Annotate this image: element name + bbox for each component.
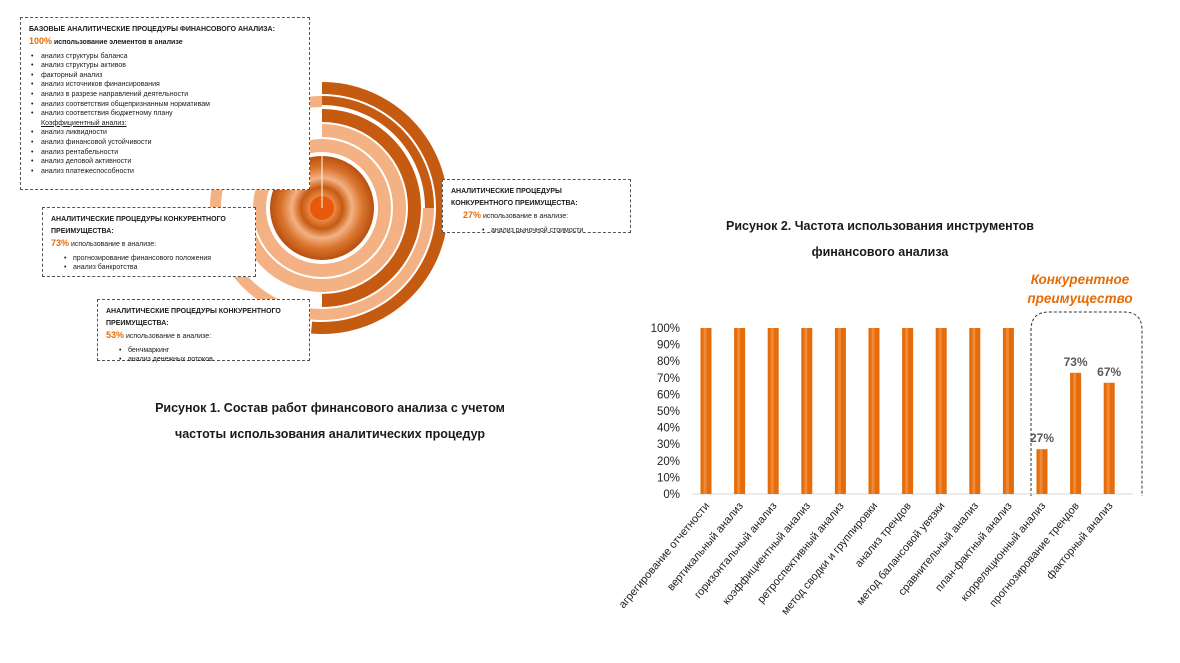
bar-highlight bbox=[1073, 372, 1077, 494]
y-tick-label: 30% bbox=[657, 439, 680, 451]
procedures-27-box: АНАЛИТИЧЕСКИЕ ПРОЦЕДУРЫ КОНКУРЕНТНОГО ПР… bbox=[442, 179, 631, 236]
list-item: бенчмаркинг bbox=[119, 346, 301, 356]
y-tick-label: 40% bbox=[657, 423, 680, 435]
list-item: анализ платежеспособности bbox=[31, 167, 301, 177]
figure2-caption-line1: Рисунок 2. Частота использования инструм… bbox=[726, 219, 1034, 233]
y-tick-label: 20% bbox=[657, 456, 680, 468]
box-53-pct: 53% bbox=[106, 330, 125, 340]
figure1-caption-line1: Рисунок 1. Состав работ финансового анал… bbox=[155, 401, 505, 415]
y-tick-label: 100% bbox=[651, 323, 680, 335]
bar-highlight bbox=[804, 328, 808, 494]
list-item: анализ рентабельности bbox=[31, 148, 301, 158]
y-tick-label: 90% bbox=[657, 340, 680, 352]
bar-highlight bbox=[972, 328, 976, 494]
list-item: анализ соответствия бюджетному плану bbox=[31, 109, 301, 119]
bar-highlight bbox=[938, 328, 942, 494]
bar-highlight bbox=[770, 328, 774, 494]
list-item: анализ деловой активности bbox=[31, 157, 301, 167]
ring-arc-2 bbox=[322, 109, 421, 307]
bar-highlight bbox=[1005, 328, 1009, 494]
list-item: анализ денежных потоков bbox=[119, 355, 301, 365]
figure1-caption: Рисунок 1. Состав работ финансового анал… bbox=[95, 395, 565, 447]
bar-highlight bbox=[737, 328, 741, 494]
box-73-pct: 73% bbox=[51, 238, 70, 248]
list-item: анализ ликвидности bbox=[31, 128, 301, 138]
y-tick-label: 80% bbox=[657, 356, 680, 368]
list-item: анализ рыночной стоимости bbox=[482, 226, 622, 236]
data-label: 73% bbox=[1064, 355, 1088, 369]
procedures-73-box: АНАЛИТИЧЕСКИЕ ПРОЦЕДУРЫ КОНКУРЕНТНОГО ПР… bbox=[42, 207, 256, 277]
y-tick-label: 50% bbox=[657, 406, 680, 418]
box-27-title: АНАЛИТИЧЕСКИЕ ПРОЦЕДУРЫ КОНКУРЕНТНОГО ПР… bbox=[451, 188, 578, 207]
base-box-subheading: Коэффициентный анализ: bbox=[41, 119, 127, 127]
bar-highlight bbox=[1106, 382, 1110, 494]
base-box-pct: 100% bbox=[29, 36, 53, 46]
base-procedures-box: БАЗОВЫЕ АНАЛИТИЧЕСКИЕ ПРОЦЕДУРЫ ФИНАНСОВ… bbox=[20, 17, 310, 190]
box-73-title: АНАЛИТИЧЕСКИЕ ПРОЦЕДУРЫ КОНКУРЕНТНОГО ПР… bbox=[51, 216, 226, 235]
bar-highlight bbox=[905, 328, 909, 494]
y-tick-label: 10% bbox=[657, 472, 680, 484]
base-box-pct-text: использование элементов в анализе bbox=[52, 39, 183, 46]
list-item: анализ банкротства bbox=[64, 263, 247, 273]
base-box-title: БАЗОВЫЕ АНАЛИТИЧЕСКИЕ ПРОЦЕДУРЫ ФИНАНСОВ… bbox=[29, 26, 275, 33]
list-item: анализ в разрезе направлений деятельност… bbox=[31, 90, 301, 100]
list-item: анализ финансовой устойчивости bbox=[31, 138, 301, 148]
competitive-advantage-bracket bbox=[1030, 311, 1143, 496]
box-27-list: анализ рыночной стоимости bbox=[451, 226, 622, 236]
base-box-sublist: анализ ликвидности анализ финансовой уст… bbox=[29, 128, 301, 176]
figure2-caption: Рисунок 2. Частота использования инструм… bbox=[680, 213, 1080, 265]
bar-highlight bbox=[837, 328, 841, 494]
box-27-pct-text: использование в анализе: bbox=[481, 213, 569, 220]
box-53-title: АНАЛИТИЧЕСКИЕ ПРОЦЕДУРЫ КОНКУРЕНТНОГО ПР… bbox=[106, 308, 281, 327]
list-item: анализ структуры баланса bbox=[31, 52, 301, 62]
bar-highlight bbox=[871, 328, 875, 494]
procedures-53-box: АНАЛИТИЧЕСКИЕ ПРОЦЕДУРЫ КОНКУРЕНТНОГО ПР… bbox=[97, 299, 310, 364]
bar-highlight bbox=[703, 328, 707, 494]
data-label: 27% bbox=[1030, 431, 1054, 445]
figure2-caption-line2: финансового анализа bbox=[811, 245, 949, 259]
bar-highlight bbox=[1039, 449, 1043, 494]
figure1-caption-line2: частоты использования аналитических проц… bbox=[174, 427, 486, 441]
y-tick-label: 60% bbox=[657, 389, 680, 401]
box-27-pct: 27% bbox=[463, 210, 482, 220]
data-label: 67% bbox=[1097, 365, 1121, 379]
y-tick-label: 0% bbox=[663, 489, 680, 501]
y-tick-label: 70% bbox=[657, 373, 680, 385]
box-73-pct-text: использование в анализе: bbox=[69, 241, 157, 248]
list-item: прогнозирование финансового положения bbox=[64, 254, 247, 264]
ring-arc-5 bbox=[322, 96, 434, 208]
competitive-advantage-label: Конкурентное преимущество bbox=[1010, 270, 1150, 308]
list-item: анализ источников финансирования bbox=[31, 80, 301, 90]
box-53-list: бенчмаркинг анализ денежных потоков bbox=[106, 346, 301, 365]
list-item: анализ соответствия общепризнанным норма… bbox=[31, 100, 301, 110]
list-item: анализ структуры активов bbox=[31, 61, 301, 71]
list-item: факторный анализ bbox=[31, 71, 301, 81]
x-tick-label: факторный анализ bbox=[1044, 500, 1115, 582]
competitive-label-line2: преимущество bbox=[1027, 291, 1133, 306]
box-73-list: прогнозирование финансового положения ан… bbox=[51, 254, 247, 273]
competitive-label-line1: Конкурентное bbox=[1030, 272, 1130, 287]
base-box-list: анализ структуры баланса анализ структур… bbox=[29, 52, 301, 119]
box-53-pct-text: использование в анализе: bbox=[124, 333, 212, 340]
